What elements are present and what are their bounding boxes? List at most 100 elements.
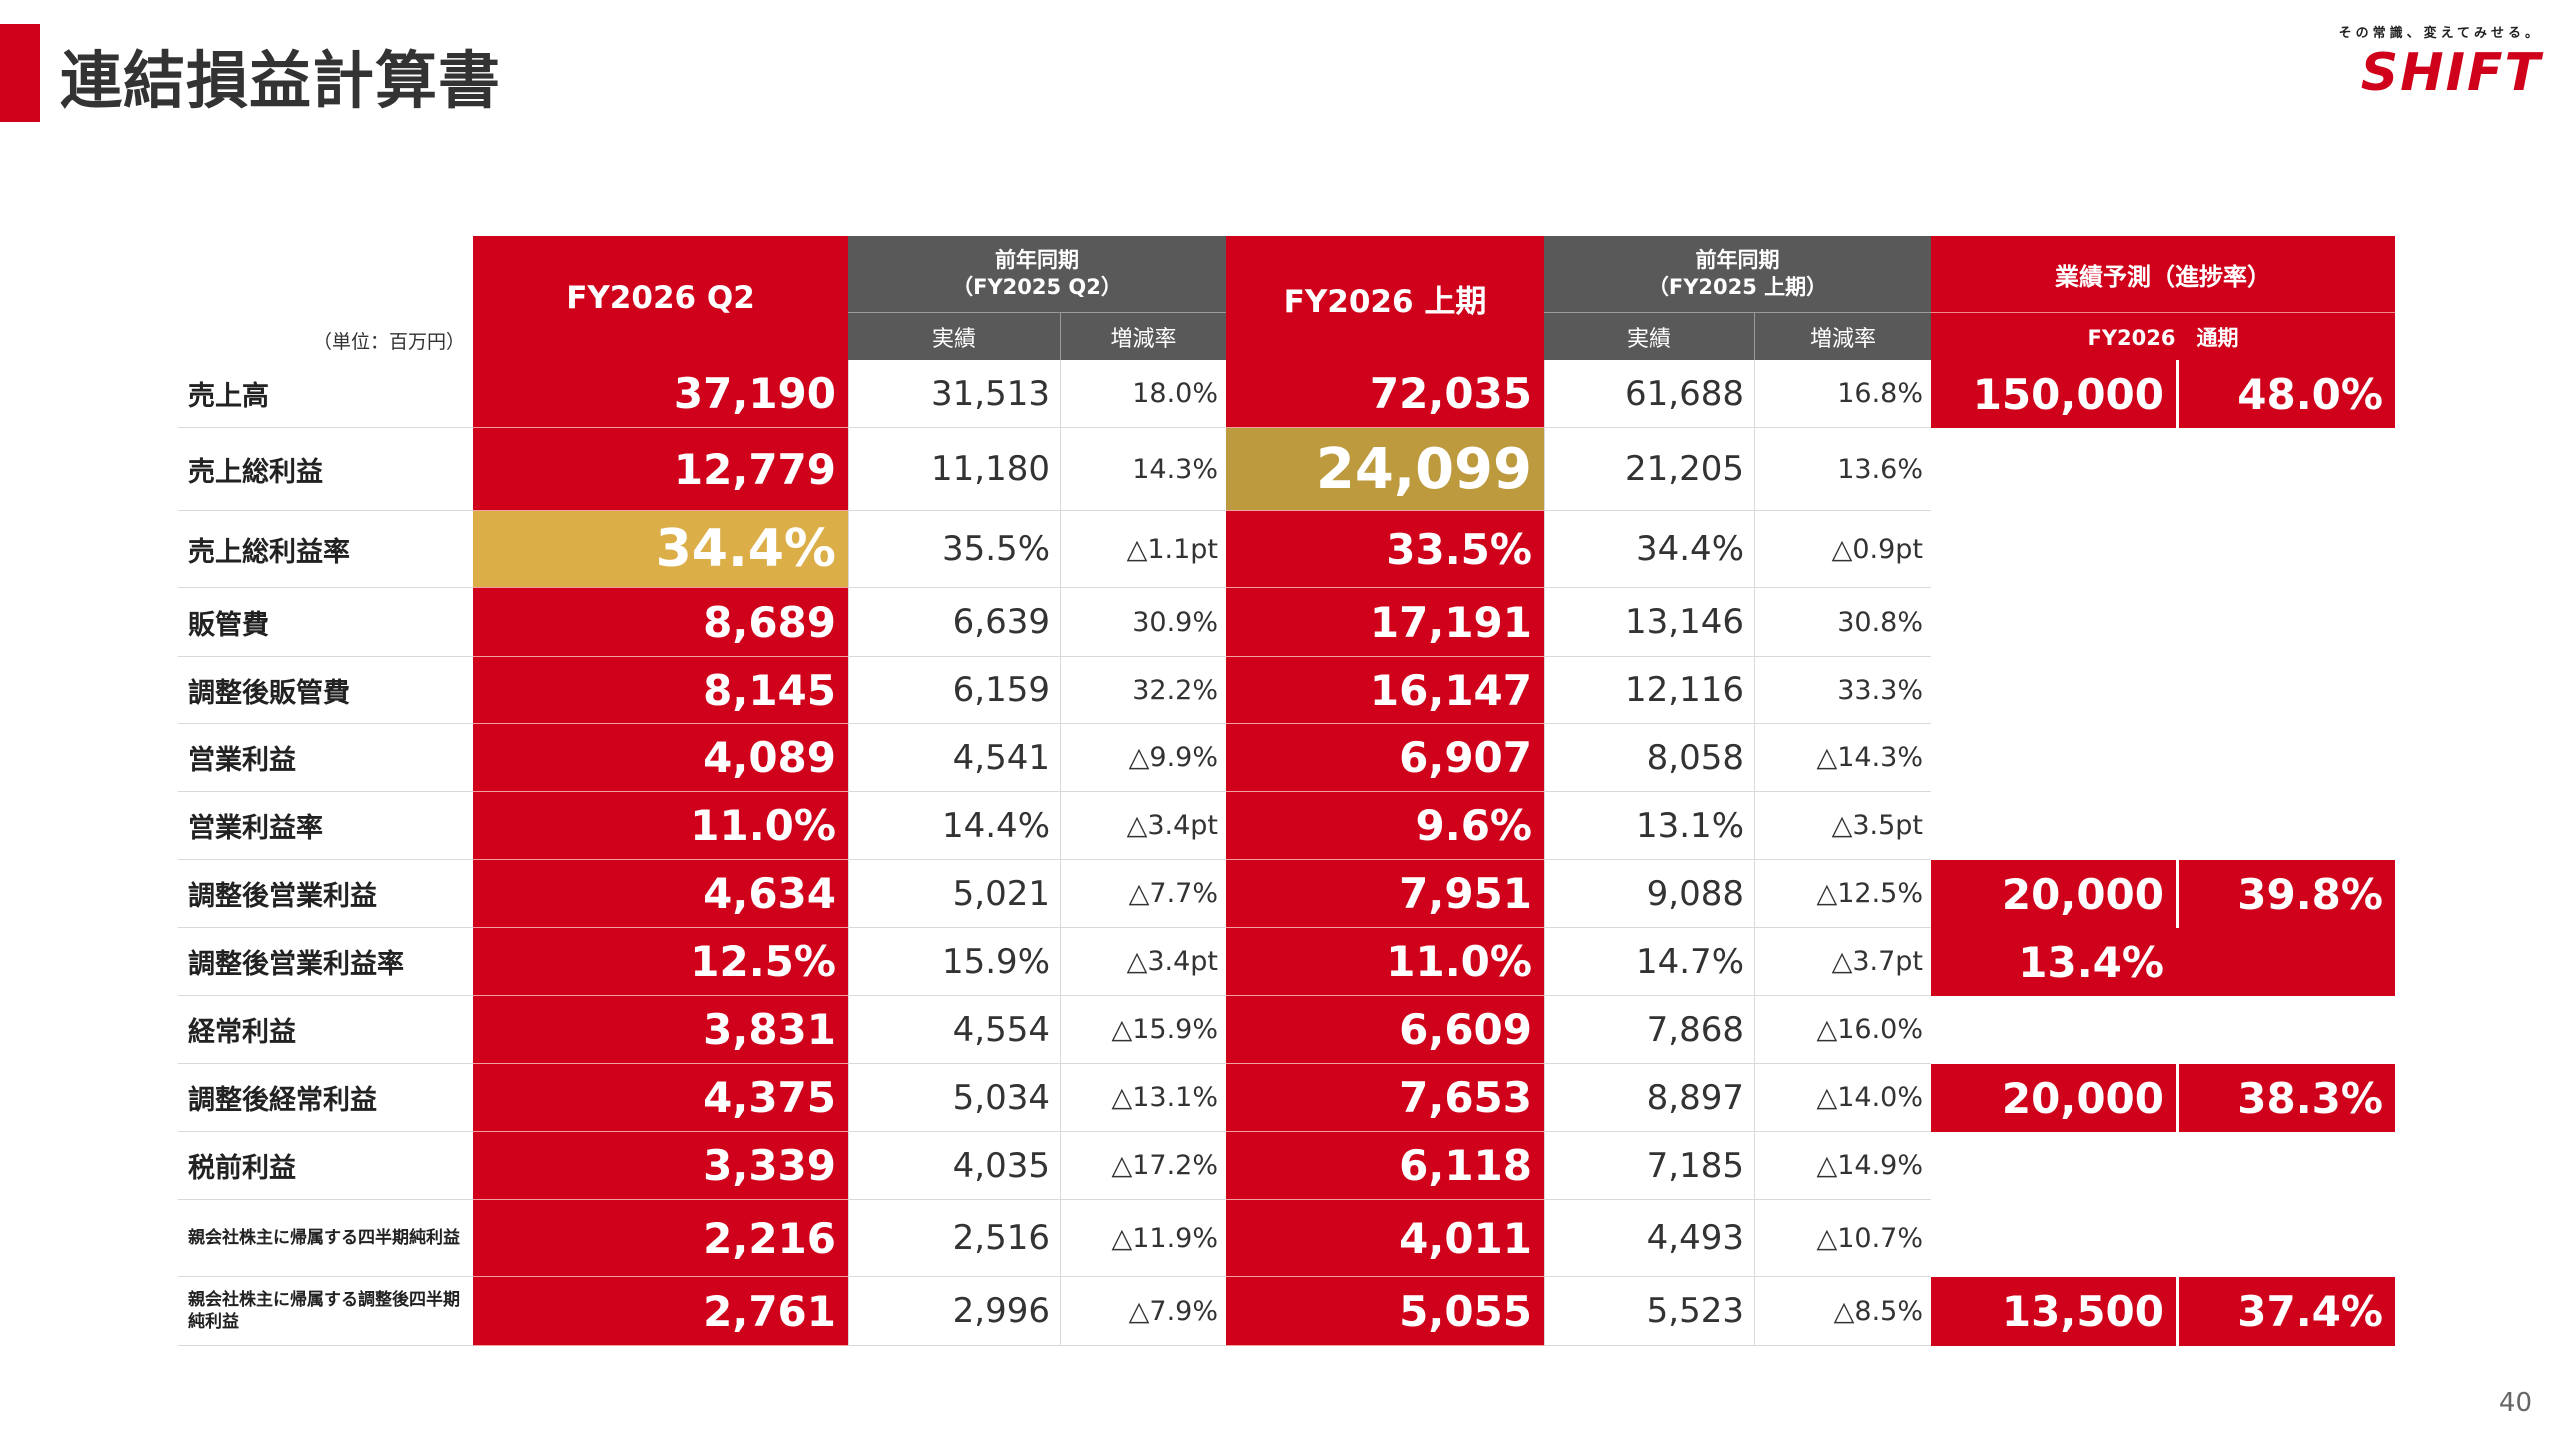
h1-change-rate: △10.7% [1754,1200,1931,1277]
header-prev-q2-line2: （FY2025 Q2） [952,275,1122,299]
fy2026-q2-value: 2,216 [473,1200,848,1277]
forecast-value: 13,500 [1931,1277,2176,1346]
forecast-value: 13.4% [1931,928,2176,996]
h1-change-rate: △8.5% [1754,1277,1931,1346]
prev-h1-actual: 34.4% [1544,511,1754,588]
fy2026-h1-value: 7,653 [1226,1064,1544,1132]
prev-h1-actual: 14.7% [1544,928,1754,996]
row-label: 売上総利益率 [178,511,473,588]
fy2026-h1-value: 7,951 [1226,860,1544,928]
prev-h1-actual: 7,868 [1544,996,1754,1064]
q2-change-rate: 18.0% [1060,360,1226,428]
h1-change-rate: △0.9pt [1754,511,1931,588]
forecast-progress [2176,928,2395,996]
row-label: 税前利益 [178,1132,473,1200]
row-label: 調整後経常利益 [178,1064,473,1132]
header-fy2026-q2: FY2026 Q2 [473,236,848,360]
prev-q2-actual: 5,021 [848,860,1060,928]
q2-change-rate: △7.9% [1060,1277,1226,1346]
q2-change-rate: △13.1% [1060,1064,1226,1132]
row-label: 販管費 [178,588,473,657]
h1-change-rate: 16.8% [1754,360,1931,428]
h1-change-rate: △14.0% [1754,1064,1931,1132]
prev-q2-actual: 35.5% [848,511,1060,588]
header-h1-change: 増減率 [1754,312,1931,360]
forecast-progress: 38.3% [2176,1064,2395,1132]
row-label: 営業利益率 [178,792,473,860]
h1-change-rate: 30.8% [1754,588,1931,657]
q2-change-rate: △11.9% [1060,1200,1226,1277]
prev-h1-actual: 7,185 [1544,1132,1754,1200]
prev-q2-actual: 4,541 [848,724,1060,792]
q2-change-rate: 14.3% [1060,428,1226,511]
prev-h1-actual: 4,493 [1544,1200,1754,1277]
header-q2-change: 増減率 [1060,312,1226,360]
prev-q2-actual: 6,639 [848,588,1060,657]
fy2026-q2-value: 2,761 [473,1277,848,1346]
prev-q2-actual: 4,035 [848,1132,1060,1200]
fy2026-h1-value: 6,907 [1226,724,1544,792]
row-label: 営業利益 [178,724,473,792]
prev-q2-actual: 2,516 [848,1200,1060,1277]
header-prev-q2-line1: 前年同期 [995,248,1079,272]
h1-change-rate: △3.7pt [1754,928,1931,996]
prev-q2-actual: 11,180 [848,428,1060,511]
fy2026-h1-value: 33.5% [1226,511,1544,588]
row-label: 調整後営業利益率 [178,928,473,996]
fy2026-h1-value: 24,099 [1226,428,1544,511]
logo-tagline: その常識、変えてみせる。 [2338,26,2542,41]
forecast-progress: 37.4% [2176,1277,2395,1346]
forecast-value: 20,000 [1931,1064,2176,1132]
q2-change-rate: 30.9% [1060,588,1226,657]
prev-h1-actual: 8,897 [1544,1064,1754,1132]
prev-h1-actual: 8,058 [1544,724,1754,792]
fy2026-q2-value: 4,089 [473,724,848,792]
q2-change-rate: △3.4pt [1060,928,1226,996]
q2-change-rate: 32.2% [1060,657,1226,724]
row-label: 親会社株主に帰属する調整後四半期純利益 [178,1277,473,1346]
header-prev-h1: 前年同期 （FY2025 上期） [1544,236,1931,312]
header-forecast-period: FY2026 通期 [1931,312,2395,360]
header-fy2026-h1: FY2026 上期 [1226,236,1544,360]
prev-q2-actual: 2,996 [848,1277,1060,1346]
prev-q2-actual: 6,159 [848,657,1060,724]
prev-q2-actual: 5,034 [848,1064,1060,1132]
forecast-value: 150,000 [1931,360,2176,428]
page-title: 連結損益計算書 [60,44,502,117]
title-accent-bar [0,24,40,122]
fy2026-q2-value: 8,689 [473,588,848,657]
prev-q2-actual: 14.4% [848,792,1060,860]
fy2026-h1-value: 9.6% [1226,792,1544,860]
header-h1-actual: 実績 [1544,312,1754,360]
fy2026-h1-value: 16,147 [1226,657,1544,724]
prev-h1-actual: 21,205 [1544,428,1754,511]
fy2026-q2-value: 4,375 [473,1064,848,1132]
row-label: 経常利益 [178,996,473,1064]
fy2026-h1-value: 11.0% [1226,928,1544,996]
header-prev-h1-line2: （FY2025 上期） [1647,275,1828,299]
prev-h1-actual: 61,688 [1544,360,1754,428]
header-forecast: 業績予測（進捗率） [1931,236,2395,312]
h1-change-rate: △3.5pt [1754,792,1931,860]
row-label: 売上総利益 [178,428,473,511]
forecast-value: 20,000 [1931,860,2176,928]
q2-change-rate: △15.9% [1060,996,1226,1064]
header-q2-actual: 実績 [848,312,1060,360]
header-prev-h1-line1: 前年同期 [1695,248,1780,272]
q2-change-rate: △1.1pt [1060,511,1226,588]
header-prev-q2: 前年同期 （FY2025 Q2） [848,236,1226,312]
prev-q2-actual: 31,513 [848,360,1060,428]
prev-q2-actual: 4,554 [848,996,1060,1064]
prev-h1-actual: 13,146 [1544,588,1754,657]
prev-q2-actual: 15.9% [848,928,1060,996]
h1-change-rate: △16.0% [1754,996,1931,1064]
fy2026-h1-value: 5,055 [1226,1277,1544,1346]
fy2026-q2-value: 4,634 [473,860,848,928]
fy2026-q2-value: 37,190 [473,360,848,428]
prev-h1-actual: 9,088 [1544,860,1754,928]
h1-change-rate: 13.6% [1754,428,1931,511]
fy2026-q2-value: 11.0% [473,792,848,860]
fy2026-h1-value: 4,011 [1226,1200,1544,1277]
prev-h1-actual: 12,116 [1544,657,1754,724]
